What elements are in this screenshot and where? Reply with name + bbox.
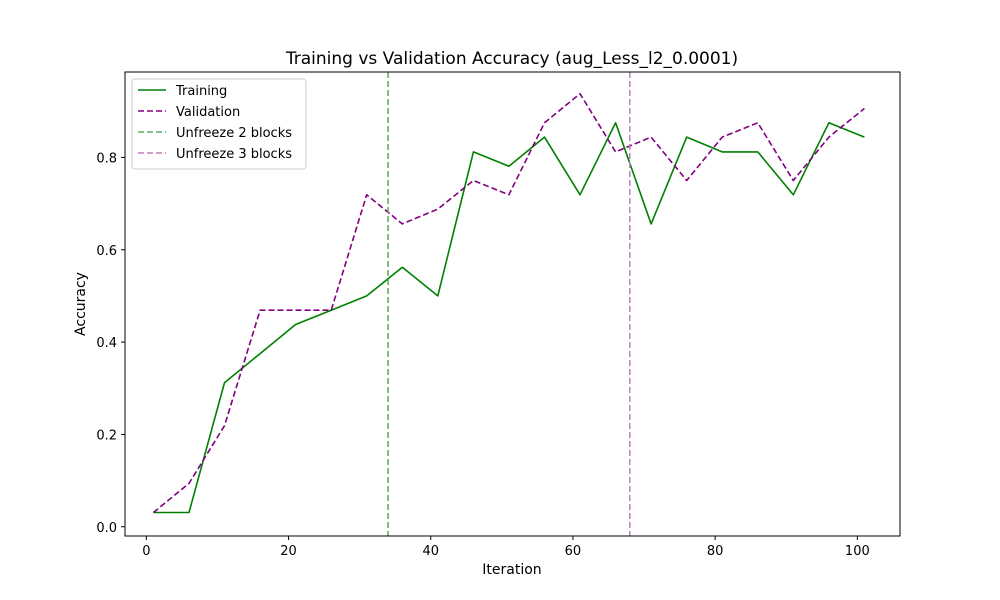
x-tick-label: 40 [422,544,439,559]
legend-label: Unfreeze 2 blocks [176,126,292,141]
legend: Training Validation Unfreeze 2 blocks Unfre… [131,78,307,170]
legend-box [131,78,307,170]
series-line-training [153,122,865,514]
x-tick-label: 100 [845,544,870,559]
y-axis: 0.0 0.2 0.4 0.6 0.8 [96,151,125,536]
x-tick-label: 60 [565,544,582,559]
y-tick-label: 0.2 [96,428,117,443]
x-tick-label: 20 [280,544,297,559]
y-tick-label: 0.6 [96,244,117,259]
x-tick-label: 0 [142,544,150,559]
x-axis: 0 20 40 60 80 100 [142,536,870,559]
chart-title: Training vs Validation Accuracy (aug_Les… [285,49,738,69]
legend-label: Unfreeze 3 blocks [176,147,292,162]
y-tick-label: 0.4 [96,336,117,351]
plot-frame [124,71,901,537]
plot-area [152,72,865,536]
x-tick-label: 80 [707,544,724,559]
legend-label: Training [175,84,227,99]
legend-label: Validation [176,105,240,120]
y-axis-label: Accuracy [73,272,89,336]
y-tick-label: 0.8 [96,151,117,166]
series-line-validation [152,92,865,514]
y-tick-label: 0.0 [96,521,117,536]
x-axis-label: Iteration [482,562,541,578]
